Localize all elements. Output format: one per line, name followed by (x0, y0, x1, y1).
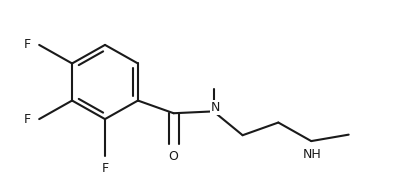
Text: F: F (102, 162, 108, 175)
Text: NH: NH (303, 148, 322, 161)
Text: F: F (24, 113, 31, 126)
Text: O: O (169, 150, 178, 163)
Text: N: N (211, 101, 220, 114)
Text: F: F (24, 38, 31, 51)
